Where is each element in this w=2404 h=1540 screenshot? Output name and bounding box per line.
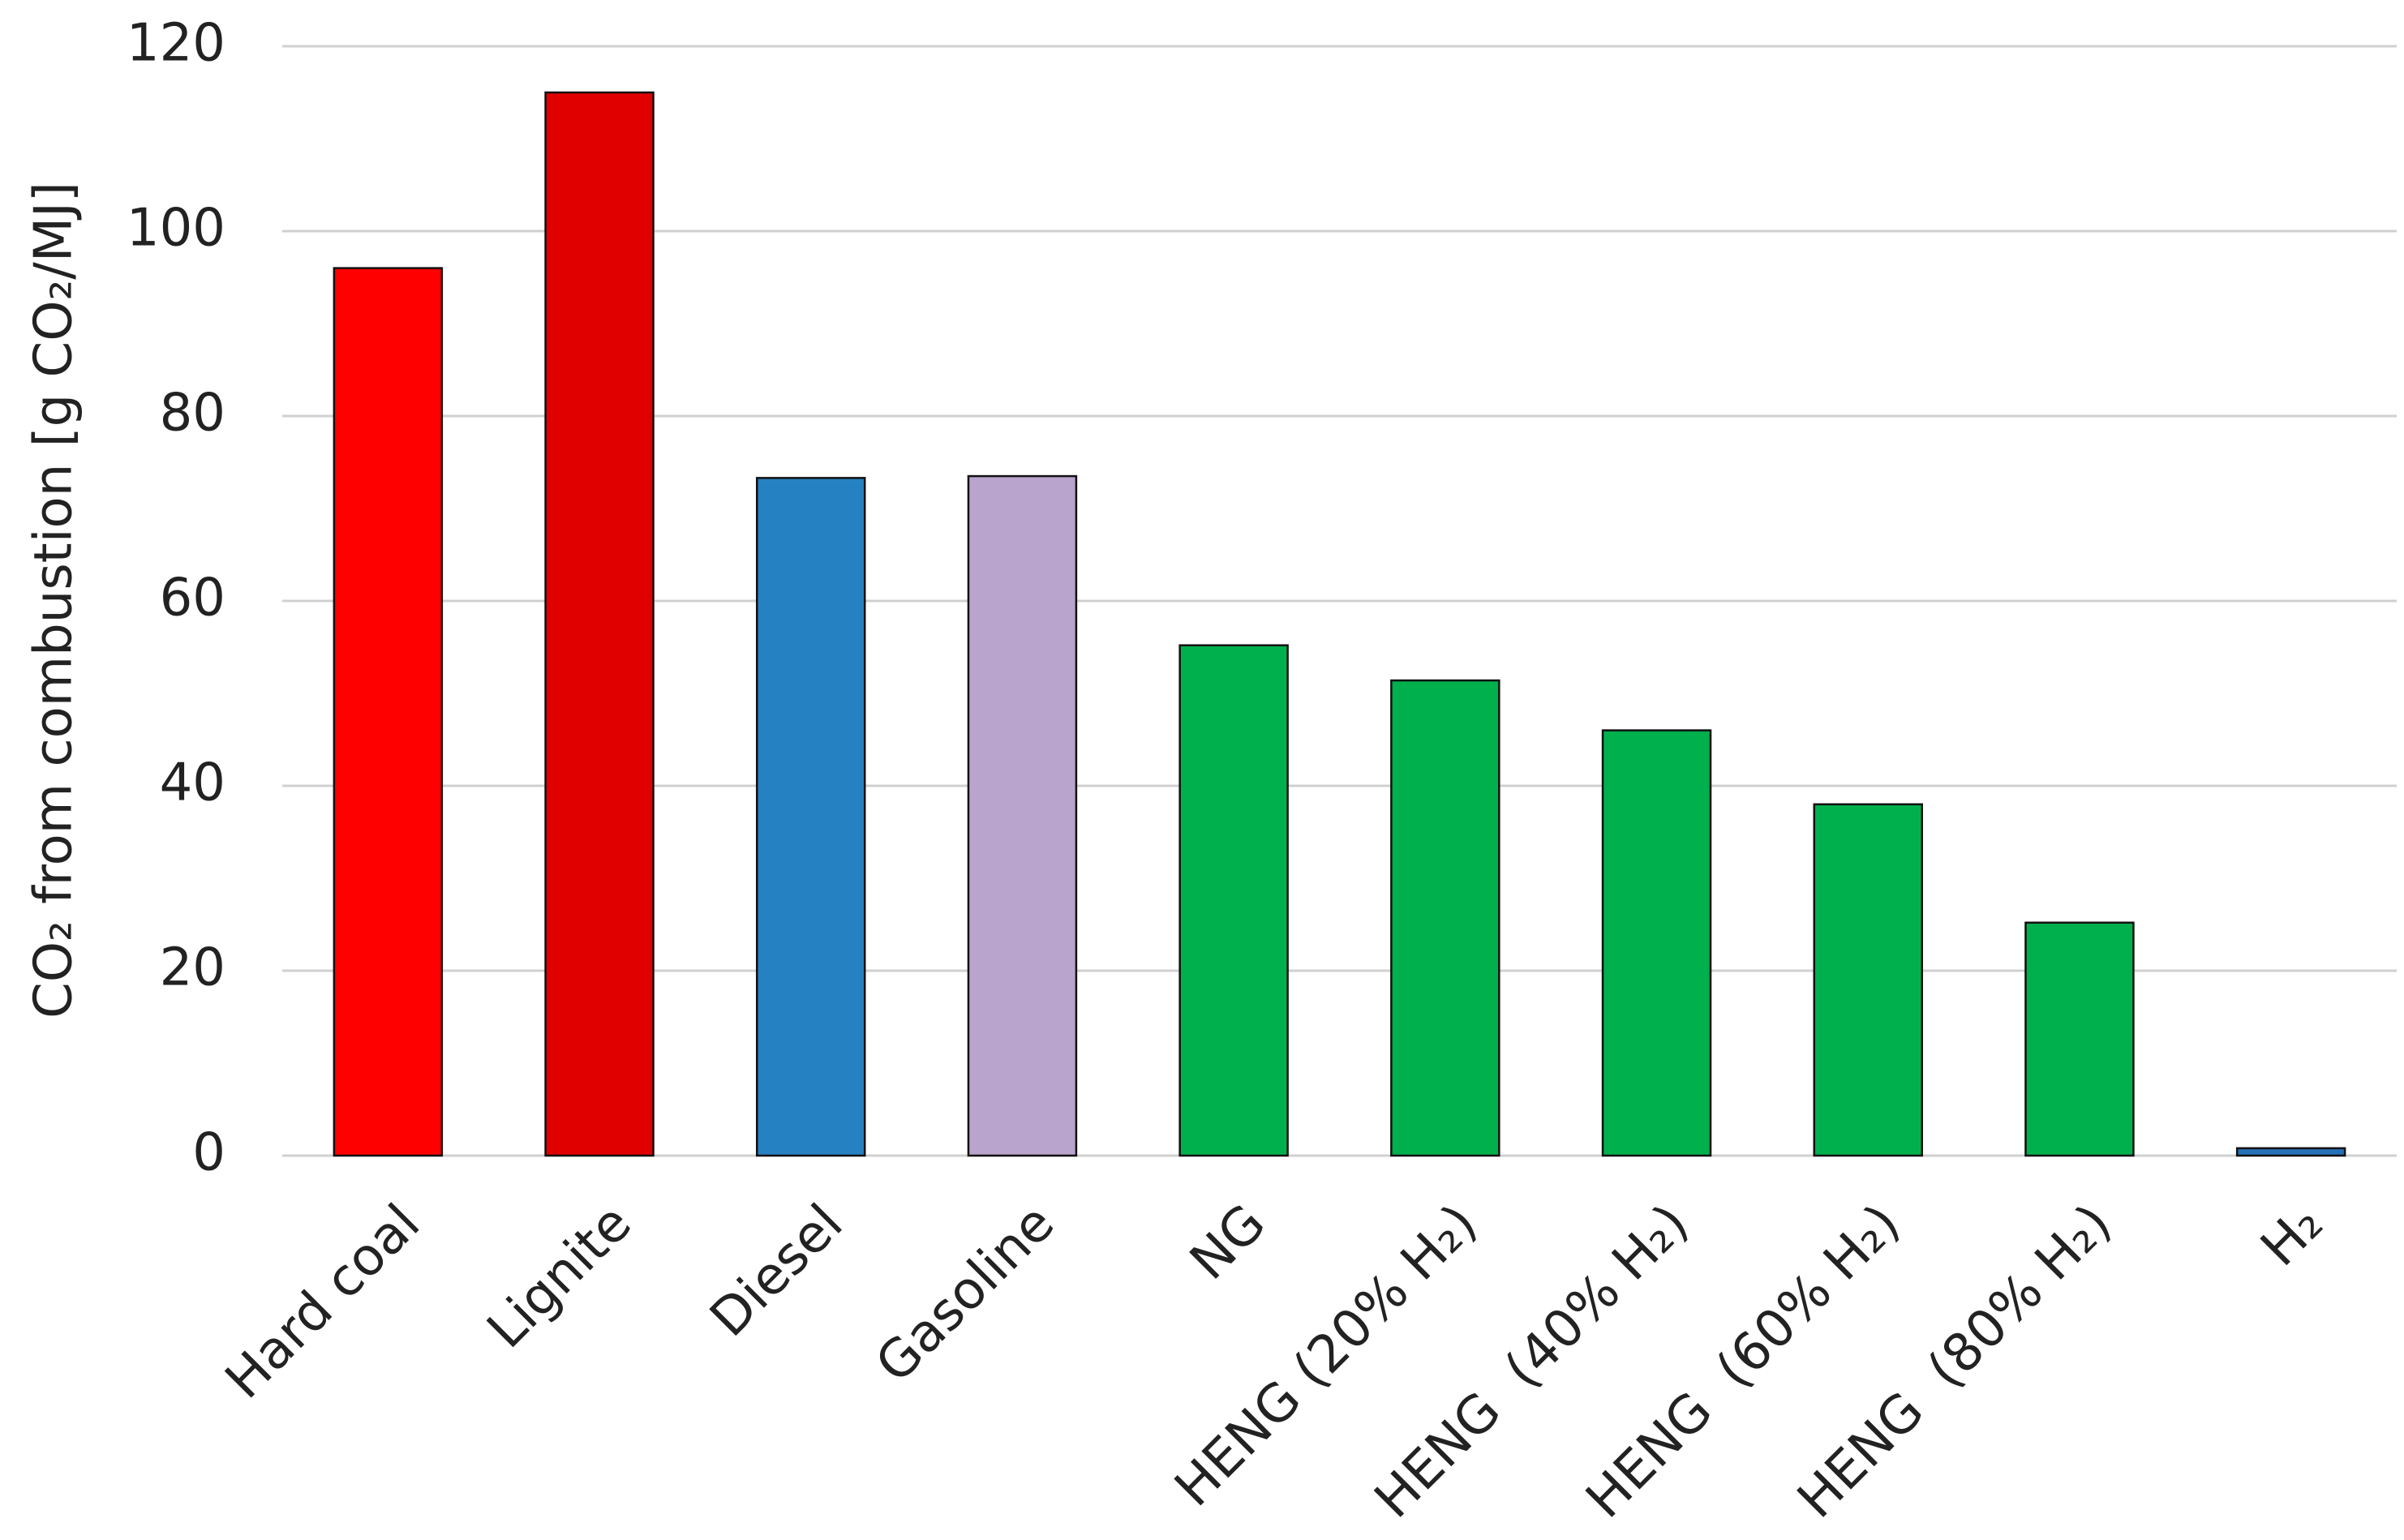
y-tick-label: 40 bbox=[160, 753, 225, 813]
x-tick-label: NG bbox=[1179, 1193, 1277, 1291]
y-tick-label: 20 bbox=[160, 938, 225, 998]
bar bbox=[1178, 644, 1289, 1157]
y-tick-label: 0 bbox=[192, 1123, 225, 1183]
y-tick-label: 80 bbox=[160, 384, 225, 444]
x-tick-label: Diesel bbox=[699, 1193, 855, 1349]
bar bbox=[333, 267, 444, 1157]
bar bbox=[1601, 729, 1712, 1157]
bar bbox=[544, 91, 655, 1157]
y-tick-label: 60 bbox=[160, 568, 225, 628]
x-tick-label: Hard coal bbox=[214, 1193, 431, 1410]
y-tick-label: 100 bbox=[127, 199, 225, 259]
y-axis-label: CO₂ from combustion [g CO₂/MJ] bbox=[24, 182, 84, 1019]
bar bbox=[967, 474, 1078, 1157]
bar bbox=[2024, 921, 2135, 1157]
bar bbox=[2235, 1147, 2346, 1157]
x-tick-label: H₂ bbox=[2250, 1193, 2334, 1277]
x-tick-label: Lignite bbox=[476, 1193, 643, 1360]
y-tick-label: 120 bbox=[127, 14, 225, 74]
bar bbox=[756, 477, 866, 1157]
x-tick-label: Gasoline bbox=[865, 1193, 1066, 1394]
bar bbox=[1813, 803, 1923, 1157]
bar bbox=[1390, 679, 1500, 1157]
